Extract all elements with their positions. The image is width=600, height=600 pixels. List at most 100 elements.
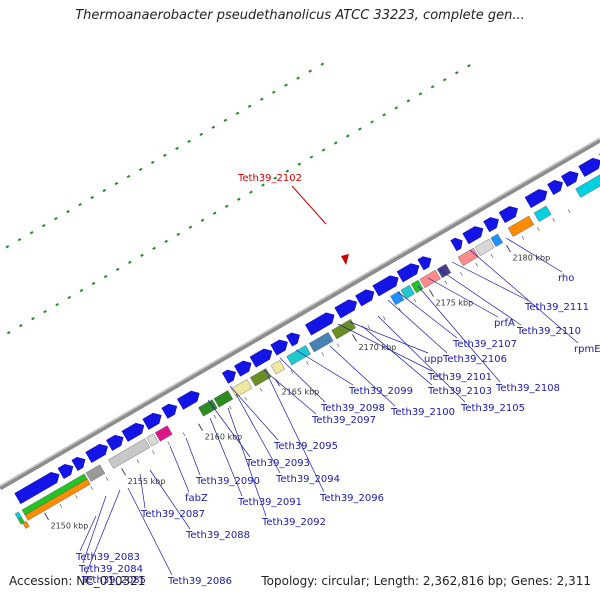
scale-label: 2150 kbp — [51, 522, 89, 531]
feature-box — [108, 438, 151, 469]
feature-box — [331, 319, 356, 340]
label-leader — [329, 345, 396, 407]
scale-tick — [290, 369, 294, 374]
scale-tick — [167, 441, 171, 446]
gene-label[interactable]: Teth39_2095 — [273, 441, 338, 452]
gc-skew-dot — [200, 218, 205, 222]
feature-box — [410, 279, 424, 294]
label-leader — [185, 437, 201, 476]
scale-tick — [182, 432, 186, 437]
scale-tick — [537, 227, 540, 231]
cds-arrow — [270, 339, 288, 356]
cds-arrow — [355, 289, 375, 307]
gene-label[interactable]: Teth39_2108 — [495, 383, 560, 394]
feature-box — [474, 238, 495, 256]
scale-tick — [444, 280, 448, 285]
cds-arrow — [176, 390, 200, 410]
gc-skew-dot — [406, 99, 411, 103]
gc-skew-dot — [418, 92, 423, 96]
label-leader-lines — [79, 237, 579, 576]
scale-label: 2170 kbp — [359, 343, 397, 352]
gc-skew-dot — [176, 232, 181, 236]
gc-skew-dot — [212, 211, 217, 215]
genome-backbone — [0, 137, 600, 491]
gene-label[interactable]: Teth39_2097 — [311, 415, 376, 426]
gene-label[interactable]: Teth39_2087 — [140, 509, 205, 520]
scale-tick — [213, 414, 217, 419]
gc-skew-track — [5, 62, 471, 335]
gene-label[interactable]: Teth39_2090 — [195, 476, 260, 487]
gene-label[interactable]: fabZ — [185, 493, 208, 504]
label-leader — [85, 489, 121, 575]
cds-arrow — [498, 206, 518, 224]
gene-label[interactable]: Teth39_2110 — [516, 326, 581, 337]
gene-label[interactable]: Teth39_2111 — [524, 302, 589, 313]
gc-skew-dot — [430, 85, 435, 89]
gc-skew-dot — [31, 316, 35, 321]
gc-skew-dot — [308, 69, 312, 73]
cds-arrow — [85, 443, 108, 463]
gene-label[interactable]: Teth39_2096 — [319, 493, 384, 504]
gc-skew-dot — [54, 216, 58, 221]
scale-tick — [383, 316, 386, 321]
cds-arrow — [524, 189, 548, 209]
gene-label[interactable]: Teth39_2103 — [427, 386, 492, 397]
highlight-gene-label[interactable]: Teth39_2102 — [237, 173, 302, 184]
scale-tick — [198, 423, 203, 431]
gene-label[interactable]: Teth39_2105 — [460, 403, 525, 414]
scale-tick — [306, 361, 309, 365]
cds-track — [14, 153, 600, 505]
gc-skew-dot — [17, 238, 22, 242]
highlight-group[interactable]: Teth39_2102 — [237, 173, 349, 265]
gc-skew-dot — [237, 197, 241, 201]
scale-tick — [44, 512, 50, 521]
gene-label[interactable]: Teth39_2098 — [320, 403, 385, 414]
feature-box — [575, 174, 600, 198]
gene-label[interactable]: Teth39_2100 — [390, 407, 455, 418]
scale-tick — [229, 405, 232, 410]
gene-label[interactable]: Teth39_2086 — [167, 576, 232, 587]
label-leader — [337, 323, 433, 372]
gene-label[interactable]: Teth39_2083 — [75, 552, 140, 563]
gene-label[interactable]: Teth39_2099 — [348, 386, 413, 397]
feature-box — [154, 425, 173, 442]
gene-label[interactable]: Teth39_2084 — [78, 564, 143, 575]
scale-tick — [490, 253, 494, 258]
gene-label[interactable]: Teth39_2093 — [245, 458, 310, 469]
gc-skew-dot — [455, 71, 459, 75]
gene-label[interactable]: Teth39_2106 — [442, 354, 507, 365]
gene-label[interactable]: Teth39_2092 — [261, 517, 326, 528]
label-leader — [169, 445, 190, 493]
feature-box — [308, 332, 334, 353]
label-leader — [387, 299, 448, 354]
gc-skew-dot — [346, 134, 350, 138]
gc-skew-dot — [150, 160, 155, 165]
scale-tick — [152, 450, 155, 455]
feature-box — [400, 284, 415, 300]
gc-skew-dot — [370, 120, 374, 124]
gene-label[interactable]: Teth39_2085 — [81, 575, 146, 586]
gene-label[interactable]: Teth39_2094 — [275, 474, 340, 485]
gene-label[interactable]: rpmE — [574, 344, 600, 355]
gc-skew-dot — [102, 188, 107, 193]
gene-label[interactable]: upp — [424, 354, 443, 365]
gene-label[interactable]: Teth39_2091 — [237, 497, 302, 508]
gene-label[interactable]: rho — [558, 273, 574, 284]
cds-arrow — [547, 180, 563, 196]
scale-tick — [552, 218, 555, 222]
cds-arrow — [161, 403, 178, 419]
scale-tick — [367, 325, 371, 330]
gc-skew-dot — [128, 260, 132, 265]
cds-arrow — [234, 360, 252, 377]
label-leader — [79, 515, 97, 552]
gene-label[interactable]: Teth39_2088 — [185, 530, 250, 541]
gene-label[interactable]: prfA — [494, 318, 515, 329]
gene-label[interactable]: Teth39_2107 — [452, 339, 517, 350]
gene-label[interactable]: Teth39_2101 — [427, 372, 492, 383]
gc-skew-dot — [211, 125, 216, 129]
scale-tick — [460, 271, 463, 276]
gc-skew-dot — [164, 239, 168, 243]
gc-skew-dot — [259, 97, 264, 101]
scale-tick — [136, 459, 140, 464]
